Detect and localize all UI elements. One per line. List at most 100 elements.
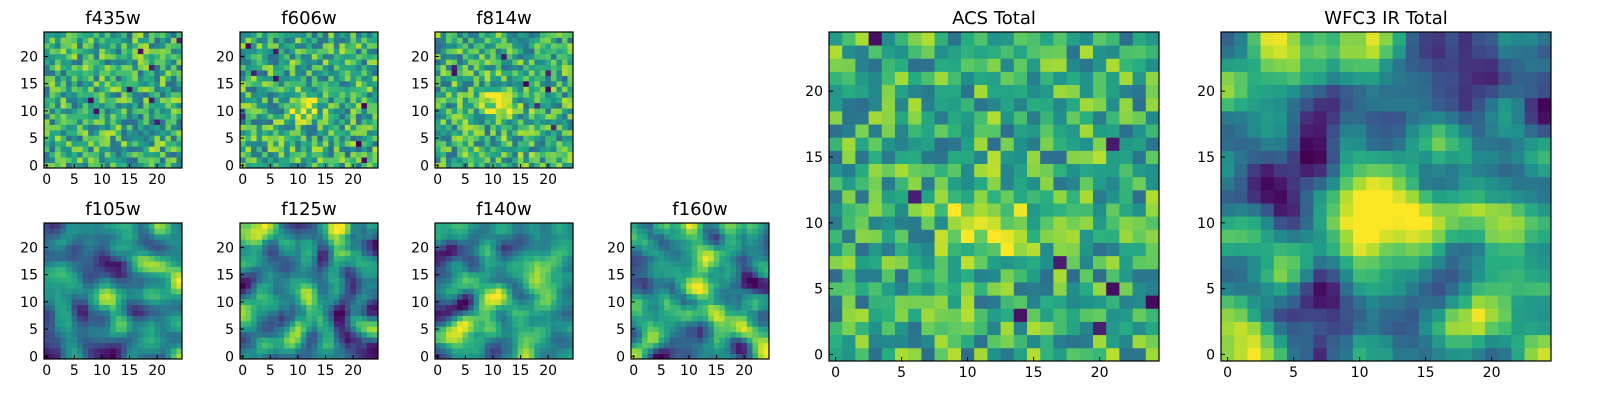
heatmap-cell xyxy=(245,244,252,251)
heatmap-cell xyxy=(479,326,486,333)
heatmap-cell xyxy=(240,48,246,55)
heatmap-cell xyxy=(528,304,535,311)
heatmap-cell xyxy=(545,250,552,257)
heatmap-cell xyxy=(93,288,100,295)
heatmap-cell xyxy=(71,42,78,49)
heatmap-cell xyxy=(273,244,280,251)
heatmap-cell xyxy=(176,293,183,300)
heatmap-cell xyxy=(311,97,318,104)
heatmap-cell xyxy=(99,80,106,87)
heatmap-cell xyxy=(752,299,759,305)
heatmap-cell xyxy=(165,293,172,300)
heatmap-cell xyxy=(987,242,1001,257)
heatmap-cell xyxy=(273,86,280,93)
heatmap-cell xyxy=(561,53,568,60)
heatmap-cell xyxy=(143,59,150,66)
heatmap-cell xyxy=(647,277,654,284)
heatmap-cell xyxy=(350,261,357,267)
heatmap-cell xyxy=(278,53,285,60)
heatmap-cell xyxy=(110,331,117,338)
y-tick-label: 10 xyxy=(411,295,429,311)
heatmap-cell xyxy=(1066,255,1081,270)
x-tick-label: 5 xyxy=(461,363,470,379)
heatmap-cell xyxy=(468,59,475,66)
heatmap-cell xyxy=(361,108,368,114)
heatmap-cell xyxy=(154,255,161,262)
heatmap-cell xyxy=(55,97,61,104)
heatmap-cell xyxy=(306,342,313,349)
heatmap-cell xyxy=(110,151,117,158)
heatmap-cell xyxy=(741,342,748,349)
heatmap-cell xyxy=(115,140,122,147)
heatmap-cell xyxy=(440,271,447,278)
heatmap-cell xyxy=(921,203,935,217)
heatmap-cell xyxy=(262,266,268,273)
heatmap-cell xyxy=(647,331,654,338)
heatmap-cell xyxy=(664,233,671,240)
heatmap-cell xyxy=(974,268,988,283)
heatmap-cell xyxy=(115,277,122,284)
heatmap-cell xyxy=(333,75,340,82)
heatmap-cell xyxy=(284,70,291,76)
heatmap-cell xyxy=(961,295,975,309)
heatmap-cell xyxy=(176,331,183,338)
heatmap-cell xyxy=(60,255,67,262)
heatmap-cell xyxy=(446,239,452,246)
heatmap-cell xyxy=(372,337,379,344)
heatmap-cell xyxy=(534,157,541,163)
heatmap-cell xyxy=(344,151,351,158)
heatmap-cell xyxy=(446,331,452,338)
heatmap-cell xyxy=(344,250,351,257)
heatmap-cell xyxy=(311,233,318,240)
heatmap-cell xyxy=(495,157,502,163)
heatmap-cell xyxy=(523,37,530,44)
heatmap-cell xyxy=(99,86,106,93)
heatmap-cell xyxy=(647,239,654,246)
heatmap-cell xyxy=(44,37,50,44)
heatmap-cell xyxy=(484,261,491,267)
heatmap-cell xyxy=(267,124,274,131)
heatmap-cell xyxy=(311,119,318,125)
heatmap-cell xyxy=(1053,321,1067,336)
heatmap-cell xyxy=(440,348,447,354)
heatmap-cell xyxy=(99,119,106,125)
heatmap-cell xyxy=(473,299,480,305)
heatmap-cell xyxy=(350,37,357,44)
heatmap-cell xyxy=(245,91,252,98)
heatmap-cell xyxy=(93,320,100,327)
heatmap-cell xyxy=(506,277,513,284)
heatmap-cell xyxy=(256,86,263,93)
heatmap-cell xyxy=(686,326,693,333)
heatmap-cell xyxy=(251,223,257,229)
heatmap-cell xyxy=(148,277,155,284)
heatmap-cell xyxy=(251,299,257,305)
heatmap-cell xyxy=(545,80,552,87)
heatmap-cell xyxy=(306,233,313,240)
heatmap-cell xyxy=(339,146,346,153)
heatmap-cell xyxy=(284,146,291,153)
heatmap-cell xyxy=(947,321,962,336)
heatmap-cell xyxy=(881,137,896,151)
heatmap-cell xyxy=(545,271,552,278)
heatmap-cell xyxy=(132,271,139,278)
heatmap-cell xyxy=(517,86,524,93)
heatmap-cell xyxy=(713,244,720,251)
heatmap-cell xyxy=(110,70,117,76)
heatmap-cell xyxy=(479,342,486,349)
heatmap-cell xyxy=(512,97,519,104)
heatmap-cell xyxy=(148,228,155,235)
heatmap-cell xyxy=(333,80,340,87)
heatmap-cell xyxy=(99,271,106,278)
heatmap-cell xyxy=(311,64,318,71)
heatmap-cell xyxy=(523,64,530,71)
heatmap-cell xyxy=(636,261,643,267)
heatmap-cell xyxy=(115,42,122,49)
heatmap-cell xyxy=(333,59,340,66)
heatmap-cell xyxy=(88,91,95,98)
heatmap-cell xyxy=(372,315,379,322)
heatmap-cell xyxy=(484,337,491,344)
heatmap-cell xyxy=(1079,255,1094,270)
heatmap-cell xyxy=(143,315,150,322)
heatmap-cell xyxy=(154,59,161,66)
heatmap-cell xyxy=(339,255,346,262)
